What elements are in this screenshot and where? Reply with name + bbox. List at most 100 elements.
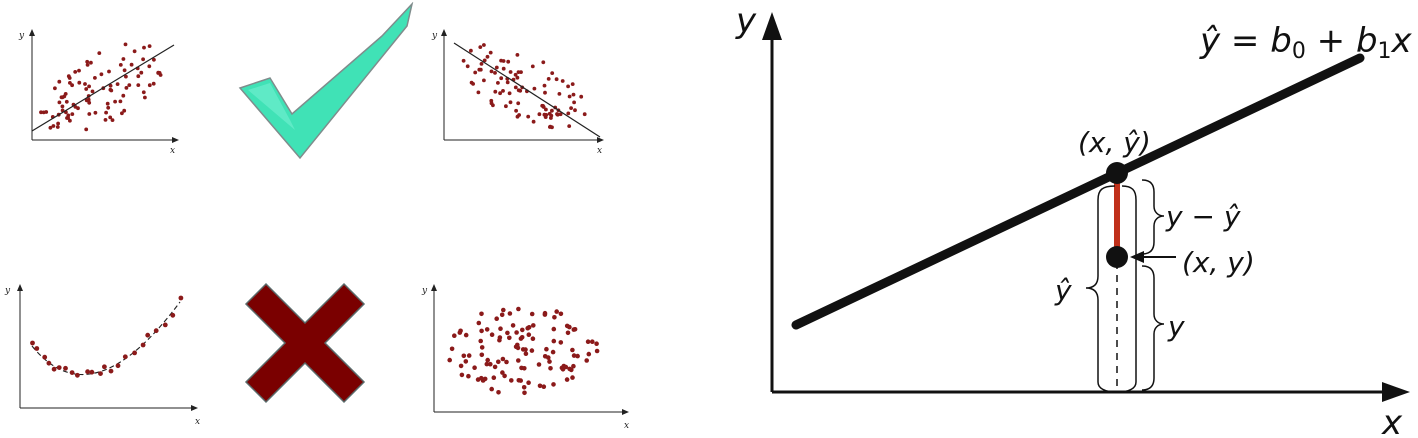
scatter-point	[547, 359, 552, 364]
scatter-point	[566, 84, 570, 89]
scatter-point	[523, 347, 528, 352]
x-axis-label: x	[1381, 403, 1403, 438]
y-axis-arrow	[441, 29, 447, 36]
scatter-point	[108, 87, 113, 92]
scatter-point	[476, 320, 482, 326]
scatter-point	[584, 358, 589, 363]
scatter-point	[465, 64, 470, 69]
scatter-point	[98, 371, 103, 376]
scatter-point	[103, 118, 108, 122]
scatter-point	[115, 363, 121, 369]
scatter-point	[476, 90, 481, 95]
scatter-point	[84, 87, 89, 91]
scatter-point	[472, 365, 477, 370]
regression-diagram: y x ŷ = b0 + b1x (x, ŷ) y − ŷ (x, y) ŷ y	[735, 1, 1413, 438]
scatter-point	[530, 336, 536, 341]
scatter-point	[115, 82, 120, 86]
scatter-point	[572, 327, 578, 332]
scatter-point	[63, 92, 68, 96]
scatter-point	[558, 112, 563, 117]
scatter-point	[485, 357, 490, 363]
scatter-point	[489, 69, 494, 74]
scatter-point	[505, 330, 510, 336]
scatter-point	[500, 356, 506, 362]
equation-b1-subscript: 1	[1378, 39, 1392, 64]
scatter-point	[68, 118, 72, 123]
equation-x: x	[1391, 21, 1413, 61]
scatter-point	[122, 354, 128, 360]
scatter-point	[550, 349, 556, 355]
scatter-points	[30, 295, 184, 378]
scatter-point	[492, 364, 498, 370]
scatter-point	[582, 112, 587, 117]
scatter-point	[459, 372, 465, 378]
y-axis-arrow	[17, 284, 23, 291]
scatter-point	[526, 380, 531, 385]
point-hat-label: (x, ŷ)	[1078, 126, 1151, 159]
scatter-point	[90, 89, 95, 94]
scatter-point	[97, 51, 102, 55]
scatter-point	[60, 104, 65, 109]
thumb-no-correlation: y x	[421, 284, 629, 430]
scatter-point	[449, 346, 455, 352]
scatter-point	[558, 340, 564, 345]
scatter-point	[571, 353, 577, 358]
scatter-point	[145, 332, 151, 338]
scatter-point	[57, 100, 62, 105]
scatter-point	[151, 81, 156, 86]
x-axis-arrow	[191, 405, 198, 411]
scatter-point	[555, 112, 559, 116]
scatter-point	[51, 366, 57, 372]
scatter-point	[39, 110, 43, 115]
scatter-point	[496, 81, 500, 85]
scatter-point	[506, 59, 511, 64]
scatter-point	[473, 70, 478, 75]
equation-equals: =	[1220, 21, 1270, 61]
scatter-point	[504, 359, 509, 365]
scatter-point	[488, 50, 493, 55]
scatter-point	[513, 72, 518, 77]
scatter-point	[563, 364, 569, 370]
scatter-point	[516, 306, 521, 312]
scatter-point	[537, 112, 542, 117]
scatter-point	[108, 115, 113, 120]
scatter-point	[498, 91, 502, 96]
scatter-point	[573, 108, 577, 113]
scatter-point	[499, 76, 504, 81]
scatter-point	[93, 110, 98, 115]
scatter-point	[42, 354, 48, 360]
scatter-point	[507, 91, 512, 96]
scatter-point	[496, 390, 501, 395]
scatter-point	[544, 346, 549, 352]
scatter-point	[129, 62, 134, 67]
scatter-point	[479, 345, 485, 350]
x-axis-arrow	[172, 137, 179, 143]
scatter-point	[132, 49, 137, 54]
scatter-point	[491, 375, 497, 380]
scatter-point	[564, 323, 570, 329]
scatter-point	[560, 79, 565, 83]
scatter-point	[548, 366, 553, 371]
scatter-point	[41, 110, 46, 115]
scatter-point	[141, 90, 146, 95]
scatter-point	[108, 83, 113, 88]
scatter-point	[526, 332, 532, 337]
scatter-point	[567, 94, 572, 99]
scatter-point	[123, 42, 128, 47]
scatter-point	[496, 359, 501, 365]
scatter-point	[466, 353, 472, 358]
scatter-point	[147, 64, 152, 69]
scatter-point	[579, 94, 584, 99]
residual-label: y − ŷ	[1165, 200, 1241, 233]
scatter-point	[489, 332, 495, 337]
x-axis-arrow	[1382, 382, 1410, 402]
scatter-point	[120, 111, 124, 116]
scatter-point	[479, 62, 484, 66]
scatter-point	[570, 347, 575, 353]
x-axis-arrow	[597, 137, 604, 143]
scatter-point	[84, 127, 89, 132]
scatter-point	[147, 44, 152, 48]
scatter-point	[552, 315, 557, 320]
scatter-point	[517, 113, 521, 117]
equation-plus: +	[1306, 21, 1356, 61]
